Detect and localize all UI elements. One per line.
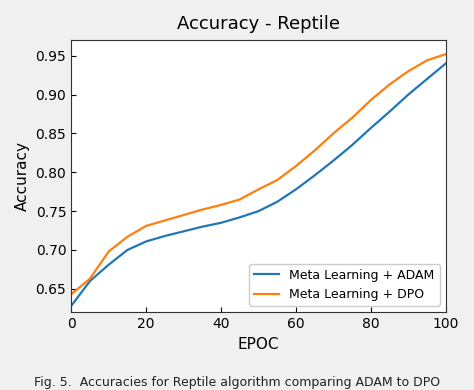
X-axis label: EPOC: EPOC xyxy=(238,337,279,352)
Meta Learning + ADAM xyxy=(68,304,74,308)
Meta Learning + DPO xyxy=(274,178,280,183)
Meta Learning + DPO xyxy=(162,218,168,223)
Meta Learning + ADAM xyxy=(218,220,224,225)
Meta Learning + DPO xyxy=(330,131,336,136)
Meta Learning + DPO xyxy=(87,277,93,281)
Meta Learning + ADAM xyxy=(405,92,411,97)
Meta Learning + ADAM xyxy=(312,173,318,178)
Legend: Meta Learning + ADAM, Meta Learning + DPO: Meta Learning + ADAM, Meta Learning + DP… xyxy=(249,264,439,306)
Meta Learning + DPO xyxy=(443,52,449,57)
Meta Learning + DPO xyxy=(125,234,130,239)
Line: Meta Learning + DPO: Meta Learning + DPO xyxy=(71,54,446,294)
Meta Learning + DPO xyxy=(218,202,224,207)
Text: Fig. 5.  Accuracies for Reptile algorithm comparing ADAM to DPO: Fig. 5. Accuracies for Reptile algorithm… xyxy=(34,376,440,389)
Meta Learning + ADAM xyxy=(255,209,261,213)
Meta Learning + DPO xyxy=(312,148,318,153)
Meta Learning + DPO xyxy=(387,82,392,87)
Meta Learning + ADAM xyxy=(87,279,93,284)
Meta Learning + DPO xyxy=(68,292,74,297)
Meta Learning + DPO xyxy=(181,213,186,217)
Meta Learning + DPO xyxy=(368,98,374,102)
Meta Learning + ADAM xyxy=(106,262,111,267)
Y-axis label: Accuracy: Accuracy xyxy=(15,141,30,211)
Meta Learning + ADAM xyxy=(387,109,392,114)
Meta Learning + DPO xyxy=(237,197,243,202)
Meta Learning + ADAM xyxy=(200,224,205,229)
Meta Learning + ADAM xyxy=(237,215,243,220)
Meta Learning + ADAM xyxy=(143,239,149,244)
Meta Learning + DPO xyxy=(405,69,411,74)
Meta Learning + ADAM xyxy=(349,143,355,147)
Meta Learning + DPO xyxy=(349,115,355,120)
Meta Learning + DPO xyxy=(106,249,111,254)
Meta Learning + ADAM xyxy=(125,248,130,252)
Meta Learning + ADAM xyxy=(443,61,449,66)
Meta Learning + DPO xyxy=(143,223,149,228)
Line: Meta Learning + ADAM: Meta Learning + ADAM xyxy=(71,64,446,306)
Meta Learning + DPO xyxy=(200,207,205,212)
Meta Learning + ADAM xyxy=(162,234,168,238)
Meta Learning + ADAM xyxy=(274,199,280,204)
Meta Learning + DPO xyxy=(424,58,430,63)
Meta Learning + ADAM xyxy=(424,77,430,82)
Title: Accuracy - Reptile: Accuracy - Reptile xyxy=(177,15,340,33)
Meta Learning + DPO xyxy=(255,187,261,192)
Meta Learning + ADAM xyxy=(293,187,299,192)
Meta Learning + DPO xyxy=(293,164,299,168)
Meta Learning + ADAM xyxy=(330,158,336,163)
Meta Learning + ADAM xyxy=(181,229,186,234)
Meta Learning + ADAM xyxy=(368,126,374,130)
